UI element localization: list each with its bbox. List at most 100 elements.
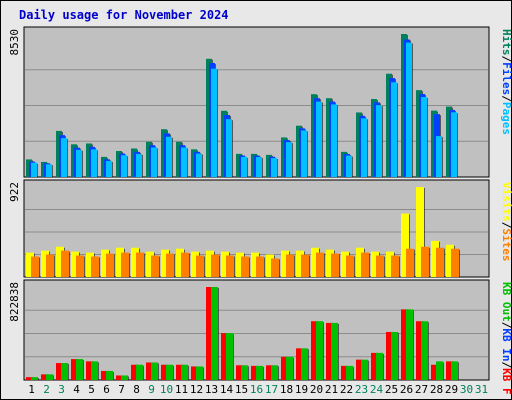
- bar-kb-f-day-19: [296, 348, 303, 380]
- bar-kb-out-day-1: [31, 377, 38, 380]
- bar-sites-day-18: [286, 254, 294, 277]
- bar-pages-day-1: [31, 162, 37, 177]
- bar-kb-out-day-16: [256, 365, 263, 380]
- x-tick-label: 11: [175, 383, 188, 396]
- bar-kb-out-day-15: [241, 365, 248, 380]
- bar-sites-day-21: [331, 253, 339, 277]
- legend-entry: Visits: [500, 182, 512, 222]
- bar-sites-day-20: [316, 252, 324, 277]
- x-tick-label: 26: [400, 383, 413, 396]
- bar-visits-day-10: [161, 249, 169, 277]
- bar-visits-day-4: [71, 251, 79, 277]
- bar-sites-day-10: [166, 253, 174, 277]
- chart-title: Daily usage for November 2024: [19, 8, 229, 22]
- bar-kb-out-day-7: [121, 375, 128, 380]
- bar-visits-day-3: [56, 246, 64, 277]
- bar-sites-day-24: [376, 255, 384, 277]
- x-tick-label: 25: [385, 383, 398, 396]
- bar-pages-day-27: [421, 97, 427, 177]
- bar-kb-out-day-21: [331, 322, 338, 380]
- bar-pages-day-23: [361, 118, 367, 177]
- panel-max-label: 922: [8, 182, 21, 202]
- bar-pages-day-10: [166, 136, 172, 177]
- bar-pages-day-20: [316, 101, 322, 177]
- bar-sites-day-6: [106, 253, 114, 277]
- bar-visits-day-25: [386, 251, 394, 277]
- bar-sites-day-17: [271, 258, 279, 277]
- bar-kb-out-day-10: [166, 364, 173, 380]
- x-tick-label: 13: [205, 383, 218, 396]
- bar-kb-out-day-11: [181, 364, 188, 380]
- bar-kb-f-day-6: [101, 370, 108, 380]
- bar-visits-day-19: [296, 250, 304, 277]
- x-tick-label: 27: [415, 383, 428, 396]
- bar-pages-day-13: [211, 68, 217, 177]
- x-tick-label: 12: [190, 383, 203, 396]
- bar-kb-f-day-7: [116, 375, 123, 380]
- bar-pages-day-15: [241, 156, 247, 177]
- x-tick-label: 8: [133, 383, 140, 396]
- bar-sites-day-7: [121, 252, 129, 277]
- bar-kb-f-day-10: [161, 364, 168, 380]
- bar-kb-out-day-17: [271, 365, 278, 380]
- bar-kb-out-day-18: [286, 356, 293, 380]
- bar-visits-day-23: [356, 247, 364, 277]
- bar-kb-f-day-14: [221, 333, 228, 380]
- bar-kb-f-day-29: [446, 361, 453, 380]
- bar-kb-out-day-2: [46, 374, 53, 380]
- bar-kb-f-day-16: [251, 365, 258, 380]
- bar-pages-day-25: [391, 82, 397, 177]
- bar-pages-day-21: [331, 104, 337, 177]
- bar-kb-f-day-28: [431, 364, 438, 380]
- x-tick-label: 16: [250, 383, 263, 396]
- x-tick-label: 30: [460, 383, 473, 396]
- bar-visits-day-1: [26, 252, 34, 277]
- bar-kb-out-day-4: [76, 359, 83, 380]
- bar-sites-day-25: [391, 255, 399, 277]
- bar-visits-day-21: [326, 249, 334, 277]
- bar-kb-f-day-21: [326, 322, 333, 380]
- bar-kb-out-day-22: [346, 365, 353, 380]
- bar-visits-day-12: [191, 251, 199, 277]
- bar-sites-day-16: [256, 256, 264, 277]
- bar-visits-day-7: [116, 247, 124, 277]
- bar-kb-out-day-9: [151, 362, 158, 380]
- bar-visits-day-6: [101, 249, 109, 277]
- bar-kb-out-day-13: [211, 287, 218, 380]
- x-tick-label: 3: [58, 383, 65, 396]
- bar-visits-day-9: [146, 251, 154, 277]
- legend-entry: /: [500, 362, 512, 369]
- bar-sites-day-27: [421, 246, 429, 277]
- bar-visits-day-14: [221, 251, 229, 277]
- x-tick-label: 10: [160, 383, 173, 396]
- bar-kb-f-day-3: [56, 363, 63, 380]
- bar-pages-day-19: [301, 130, 307, 177]
- bar-kb-f-day-13: [206, 287, 213, 380]
- bar-pages-day-16: [256, 157, 262, 177]
- bar-kb-f-day-20: [311, 321, 318, 380]
- panel-legend: KB Out/KB In/KB F: [500, 282, 512, 395]
- bar-kb-out-day-3: [61, 363, 68, 380]
- legend-entry: Pages: [500, 102, 512, 135]
- bar-pages-day-14: [226, 119, 232, 177]
- bar-kb-f-day-8: [131, 364, 138, 380]
- legend-entry: Sites: [500, 228, 512, 261]
- x-tick-label: 22: [340, 383, 353, 396]
- panel-legend: Hits/Files/Pages: [500, 29, 512, 135]
- bar-kb-f-day-22: [341, 365, 348, 380]
- legend-entry: /: [500, 222, 512, 229]
- bar-kb-f-day-11: [176, 364, 183, 380]
- bar-kb-f-day-15: [236, 365, 243, 380]
- bar-sites-day-23: [361, 252, 369, 277]
- bar-kb-f-day-4: [71, 359, 78, 380]
- legend-entry: KB In: [500, 328, 512, 361]
- bar-sites-day-5: [91, 256, 99, 277]
- bar-visits-day-27: [416, 187, 424, 277]
- x-tick-label: 19: [295, 383, 308, 396]
- x-tick-label: 24: [370, 383, 384, 396]
- bar-sites-day-2: [46, 254, 54, 277]
- legend-entry: Files: [500, 62, 512, 95]
- bar-pages-day-5: [91, 149, 97, 177]
- bar-visits-day-13: [206, 250, 214, 277]
